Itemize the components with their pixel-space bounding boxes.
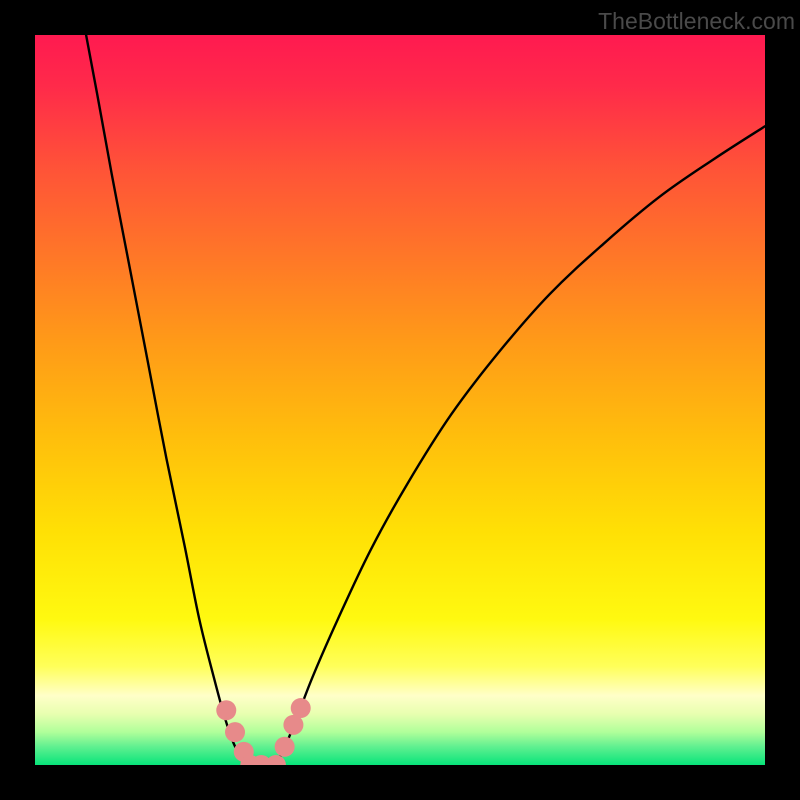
watermark-text: TheBottleneck.com bbox=[598, 8, 795, 35]
marker-dot bbox=[216, 700, 236, 720]
chart-overlay bbox=[35, 35, 765, 765]
marker-dot bbox=[275, 737, 295, 757]
outer-frame: TheBottleneck.com bbox=[0, 0, 800, 800]
bottleneck-curve-right bbox=[276, 126, 765, 765]
optimal-zone-markers bbox=[216, 698, 310, 765]
bottleneck-curve-left bbox=[86, 35, 247, 765]
marker-dot bbox=[291, 698, 311, 718]
marker-dot bbox=[225, 722, 245, 742]
